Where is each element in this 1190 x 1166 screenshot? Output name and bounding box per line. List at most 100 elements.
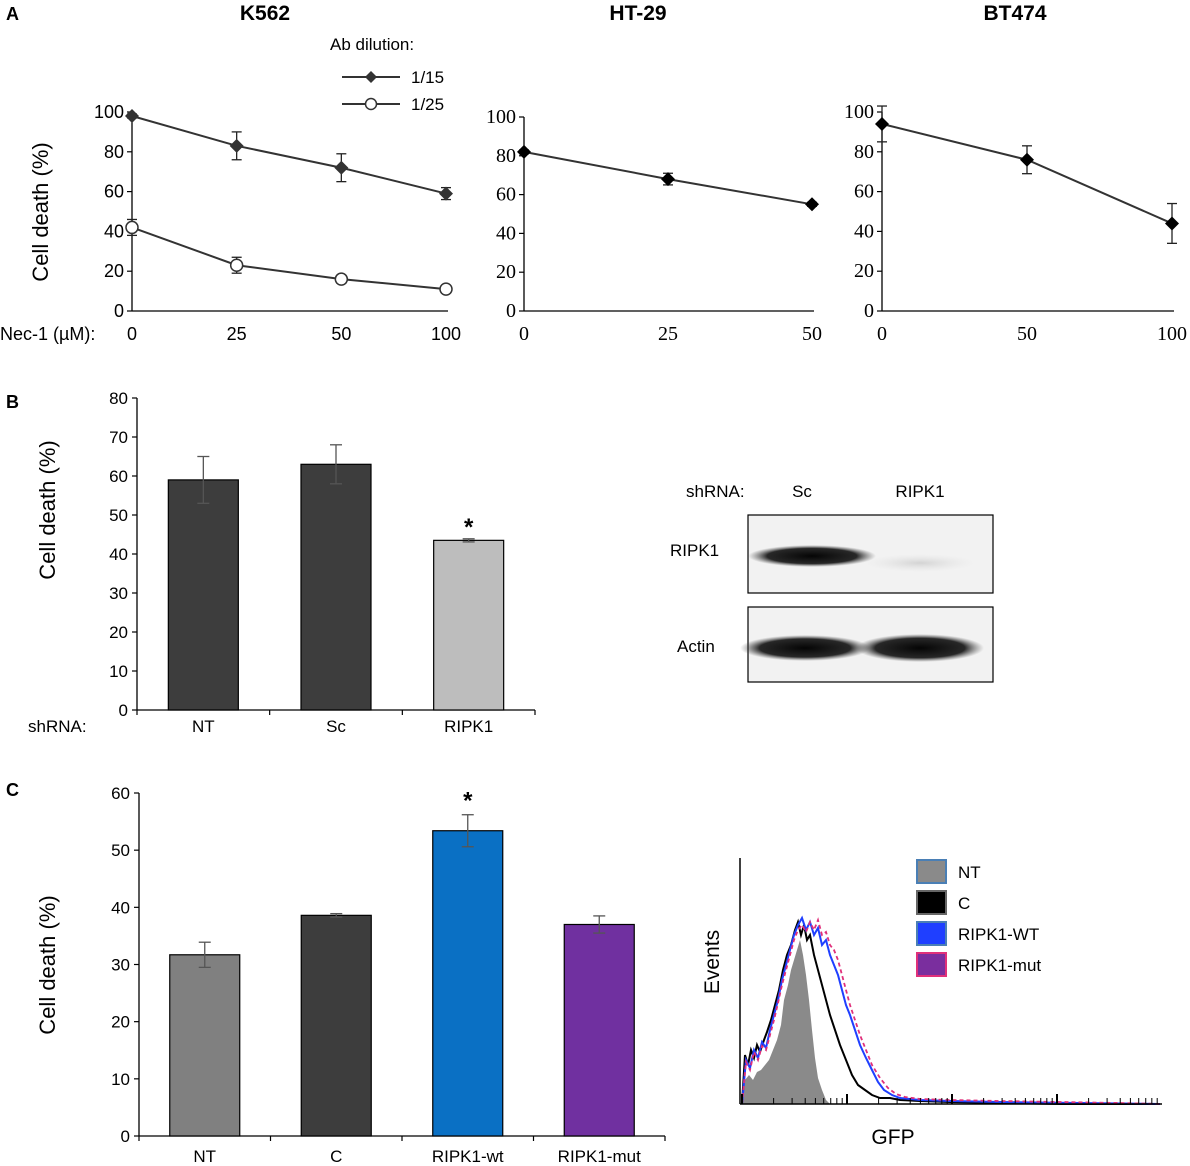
data-point: [334, 160, 349, 175]
legend-title: Ab dilution:: [330, 35, 414, 54]
bar: [563, 923, 635, 1137]
data-point: [439, 282, 453, 296]
y-tick-label: 80: [496, 145, 516, 167]
chart-ht29: HT-29 0 20 40 60 80 100 0 25 50: [486, 2, 822, 345]
y-tick-label: 0: [114, 301, 124, 321]
blot-band-actin-sc: [740, 635, 870, 661]
x-tick-label: 100: [431, 324, 461, 344]
x-tick-label: 100: [1157, 323, 1187, 345]
x-tick-label: 50: [1017, 323, 1037, 345]
y-tick-label: 0: [864, 300, 874, 322]
y-tick-label: 60: [496, 184, 516, 206]
x-tick-label: NT: [192, 717, 215, 736]
y-tick-label: 70: [109, 428, 128, 447]
panel-label-b: B: [6, 392, 19, 412]
y-tick-label: 50: [111, 841, 130, 860]
blot-band-ripk1-sc: [748, 545, 876, 567]
hist-ripk1-wt-line: [741, 915, 1161, 1105]
y-tick-label: 10: [111, 1070, 130, 1089]
y-tick-label: 100: [486, 106, 516, 128]
data-point: [334, 272, 349, 286]
legend-swatch: [916, 890, 947, 915]
chart-shrna-bar: 0 10 20 30 40 50 60 70 80 Cell death (%) shRNA: NT S…: [28, 389, 536, 736]
legend-swatch: [916, 921, 947, 946]
y-tick-label: 80: [109, 389, 128, 408]
y-tick-label: 60: [104, 182, 124, 202]
blot-header-label: shRNA:: [686, 482, 745, 501]
blot-lane-sc: Sc: [792, 482, 812, 501]
y-tick-label: 30: [109, 584, 128, 603]
x-tick-label: 0: [519, 323, 529, 345]
y-tick-label: 20: [854, 260, 874, 282]
panel-label-c: C: [6, 780, 19, 800]
x-tick-label: 50: [331, 324, 351, 344]
data-point: [439, 186, 453, 201]
chart-title: K562: [240, 2, 290, 25]
y-tick-label: 100: [844, 101, 874, 123]
x-tick-label: C: [330, 1147, 342, 1166]
y-axis-label: Cell death (%): [35, 440, 60, 579]
chart-title: HT-29: [609, 2, 666, 25]
y-tick-label: 10: [109, 662, 128, 681]
chart-title: BT474: [983, 2, 1046, 25]
panel-label-a: A: [6, 4, 19, 24]
blot-row-ripk1: RIPK1: [670, 541, 719, 560]
y-tick-label: 40: [111, 898, 130, 917]
y-tick-label: 40: [104, 221, 124, 241]
y-tick-label: 20: [109, 623, 128, 642]
blot-band-ripk1-knockdown: [865, 554, 975, 572]
legend-label: NT: [958, 863, 981, 882]
data-point: [1020, 152, 1034, 167]
blot-lane-ripk1: RIPK1: [895, 482, 944, 501]
chart-bt474: BT474 0 20 40 60 80 100 0 50 100: [844, 2, 1187, 345]
series-line: [131, 115, 447, 195]
data-point: [125, 108, 139, 123]
y-tick-label: 50: [109, 506, 128, 525]
data-point: [1165, 216, 1179, 231]
x-axis-prefix: Nec-1 (µM):: [0, 324, 95, 344]
significance-marker: *: [464, 514, 474, 541]
y-tick-label: 80: [104, 142, 124, 162]
y-tick-label: 80: [854, 141, 874, 163]
data-point: [805, 197, 819, 212]
y-tick-label: 60: [854, 181, 874, 203]
legend-label: 1/25: [411, 95, 444, 114]
x-tick-label: 50: [802, 323, 822, 345]
legend-swatch: [916, 859, 947, 884]
data-point: [875, 116, 889, 131]
legend-marker: [365, 71, 377, 83]
x-tick-label: 0: [877, 323, 887, 345]
bar: [167, 479, 239, 711]
bar: [300, 914, 372, 1137]
data-point: [229, 258, 244, 272]
y-tick-label: 60: [111, 784, 130, 803]
x-tick-label: RIPK1: [444, 717, 493, 736]
x-tick-label: RIPK1-wt: [432, 1147, 504, 1166]
chart-ripk1-bar: 0 10 20 30 40 50 60 Cell death (%) NT C * RIPK1-wt R…: [35, 784, 666, 1166]
bar: [433, 539, 505, 711]
hist-ylabel: Events: [701, 930, 724, 994]
bar: [300, 463, 372, 711]
hist-nt-fill: [742, 940, 830, 1104]
y-tick-label: 40: [854, 220, 874, 242]
hist-xlabel: GFP: [871, 1126, 914, 1149]
legend-label: RIPK1-WT: [958, 925, 1039, 944]
y-tick-label: 20: [496, 261, 516, 283]
y-tick-label: 0: [119, 701, 128, 720]
y-tick-label: 60: [109, 467, 128, 486]
x-tick-label: 0: [127, 324, 137, 344]
data-point: [517, 144, 531, 159]
x-tick-label: RIPK1-mut: [558, 1147, 641, 1166]
y-tick-label: 20: [111, 1013, 130, 1032]
blot-row-actin: Actin: [677, 637, 715, 656]
data-point: [125, 220, 139, 235]
legend-label: 1/15: [411, 68, 444, 87]
y-tick-label: 0: [121, 1127, 130, 1146]
bar: [169, 954, 241, 1137]
x-tick-label: Sc: [326, 717, 346, 736]
y-tick-label: 40: [496, 222, 516, 244]
x-axis-prefix: shRNA:: [28, 717, 87, 736]
x-tick-label: 25: [658, 323, 678, 345]
legend-swatch: [916, 952, 947, 977]
